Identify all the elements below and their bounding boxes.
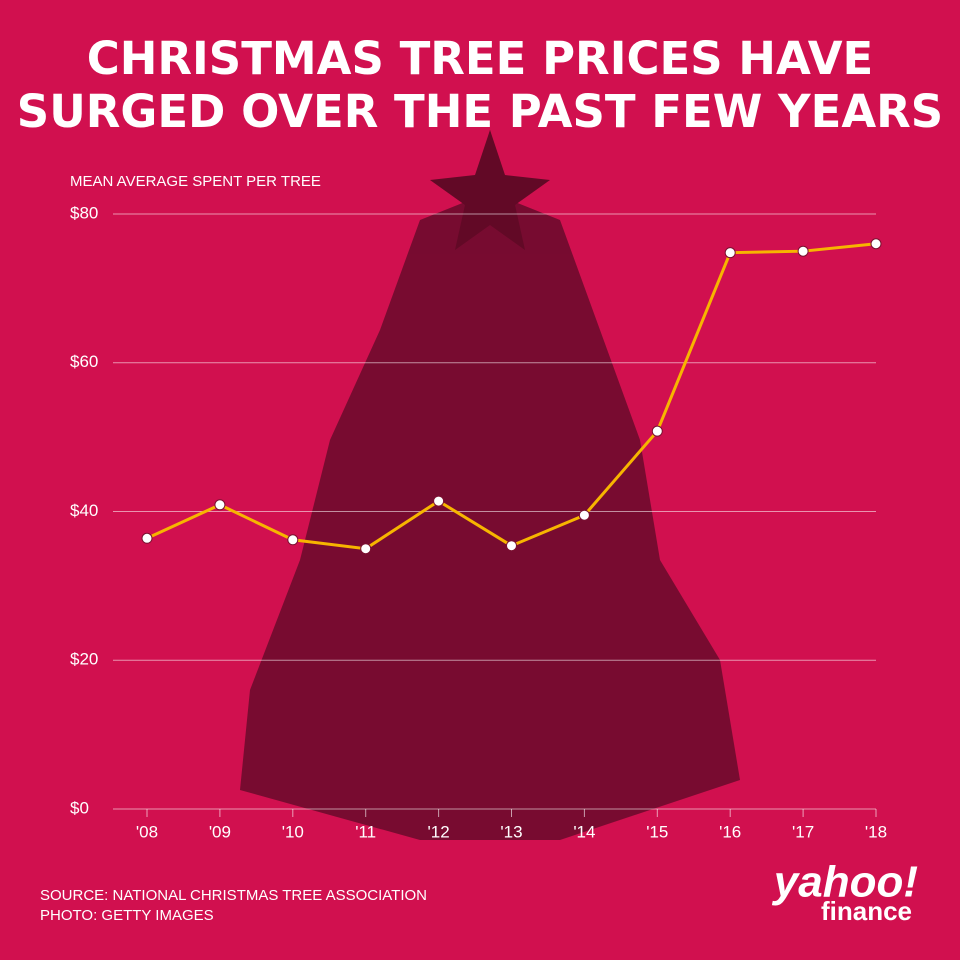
point [433,495,445,507]
logo: finance [821,896,912,926]
x-tick-label: '11 [355,822,376,841]
point [870,238,882,250]
point [360,543,372,555]
point [506,540,517,552]
point [141,532,153,544]
x-tick-label: '12 [428,822,450,841]
x-tick-label: '17 [792,822,814,841]
y-tick-label: $0 [70,798,89,817]
y-tick-label: $80 [70,203,98,222]
chart-title: CHRISTMAS TREE PRICES HAVE [87,32,874,85]
point [651,425,663,437]
point [578,509,590,521]
y-tick-label: $40 [70,501,98,520]
x-tick-label: '14 [573,822,595,841]
tree-photo [240,130,740,840]
x-tick-label: '13 [500,822,522,841]
chart-title: SURGED OVER THE PAST FEW YEARS [17,85,943,138]
x-tick-label: '16 [719,822,741,841]
source: SOURCE: NATIONAL CHRISTMAS TREE ASSOCIAT… [40,887,427,904]
x-tick-label: '10 [282,822,304,841]
y-tick-label: $60 [70,352,98,371]
x-tick-label: '08 [136,822,158,841]
point [287,534,299,546]
source: PHOTO: GETTY IMAGES [40,907,214,924]
point [797,245,809,257]
logo: yahoo! [772,858,918,907]
y-tick-label: $20 [70,650,98,669]
x-tick-label: '15 [646,822,668,841]
y-axis-label: MEAN AVERAGE SPENT PER TREE [70,173,321,190]
x-tick-label: '09 [209,822,231,841]
point [724,247,736,259]
point [214,499,226,511]
x-tick-label: '18 [865,822,887,841]
